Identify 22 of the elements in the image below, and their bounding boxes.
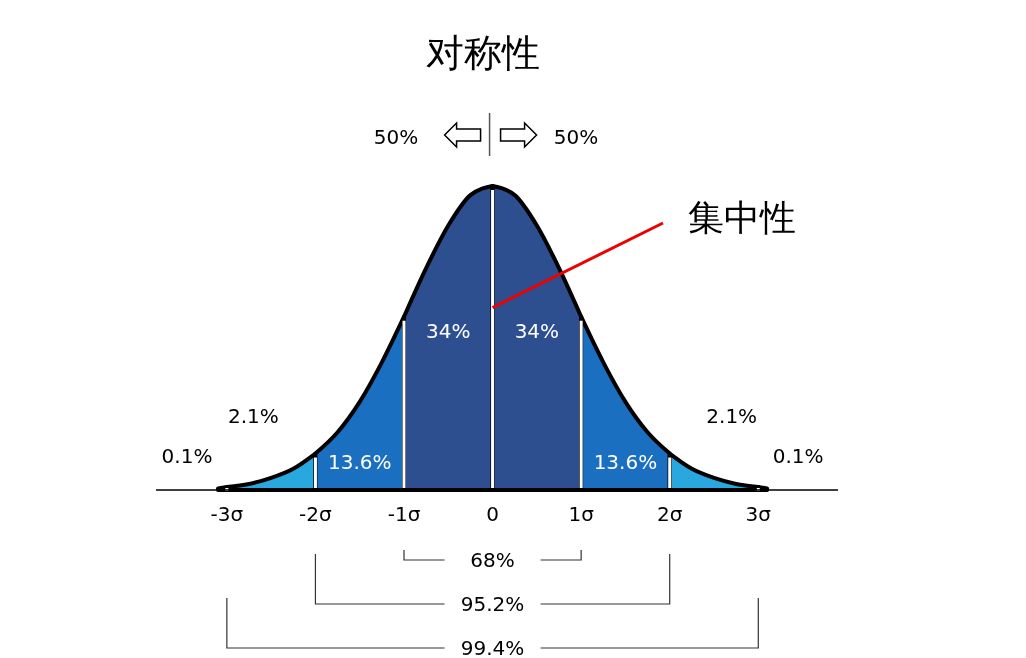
annotation: 2.1% bbox=[706, 404, 758, 429]
annotation: 13.6% bbox=[593, 449, 658, 474]
text: 50% bbox=[553, 125, 599, 149]
x-tick-label: -3σ bbox=[210, 502, 244, 526]
annotation: 34% bbox=[514, 319, 560, 343]
x-tick-label: -1σ bbox=[387, 502, 421, 526]
x-tick-label: 1σ bbox=[568, 502, 595, 526]
text: 50% bbox=[373, 125, 419, 149]
text: 99.4% bbox=[460, 636, 525, 658]
annotation: 集中性 bbox=[688, 197, 796, 238]
x-tick-label: -2σ bbox=[299, 502, 333, 526]
annotation: 0.1% bbox=[772, 443, 824, 468]
annotation: 2.1% bbox=[228, 404, 279, 429]
chart-title: 对称性 bbox=[426, 31, 540, 75]
annotation: 34% bbox=[426, 319, 471, 343]
x-tick-label: 3σ bbox=[745, 502, 772, 526]
x-tick-label: 0 bbox=[486, 502, 499, 526]
x-tick-label: 2σ bbox=[657, 502, 683, 526]
text: 68% bbox=[470, 548, 515, 572]
annotation: 13.6% bbox=[327, 449, 392, 474]
annotation: 0.1% bbox=[161, 443, 213, 468]
text: 95.2% bbox=[460, 592, 525, 616]
